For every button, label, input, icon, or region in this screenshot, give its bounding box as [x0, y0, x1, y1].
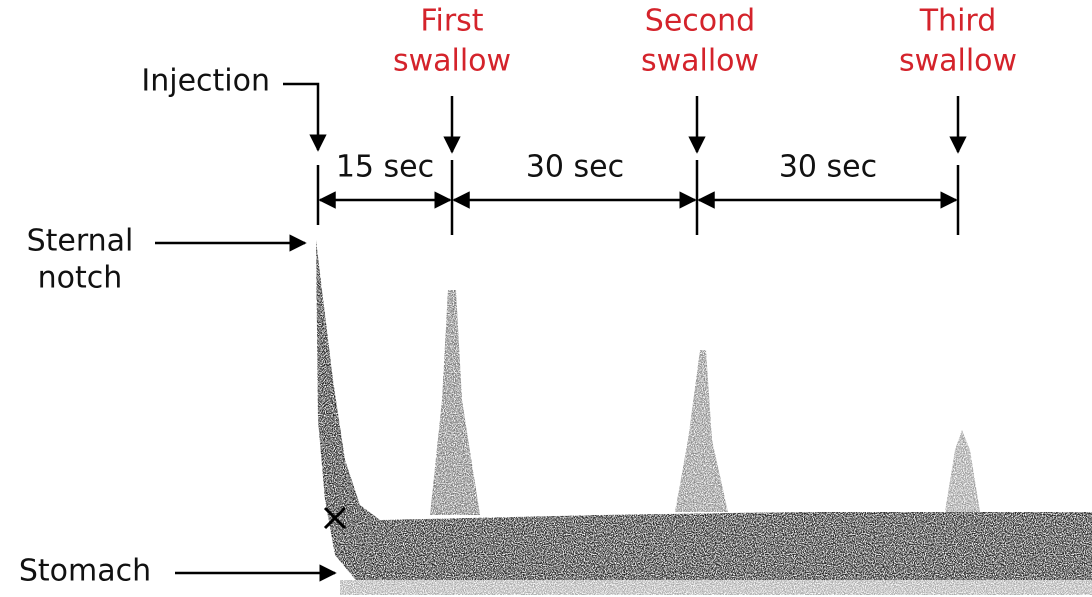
third-swallow-peak — [945, 430, 980, 512]
swallow-label: Second — [645, 4, 755, 39]
stomach-label: Stomach — [19, 554, 151, 589]
activity-band — [316, 240, 1092, 588]
swallow-label: swallow — [899, 44, 1017, 79]
first-swallow-peak — [430, 290, 480, 515]
sternal-notch-label: Sternal — [27, 224, 134, 259]
scatter-floor — [340, 580, 1092, 595]
interval-label: 15 sec — [336, 150, 434, 185]
swallow-label: Third — [919, 4, 997, 39]
second-swallow-peak — [675, 350, 728, 512]
x-mark — [323, 506, 347, 530]
interval-ticks — [316, 160, 960, 235]
injection-label: Injection — [141, 64, 270, 99]
injection-arrow — [283, 82, 327, 152]
swallow-label: swallow — [393, 44, 511, 79]
signal — [316, 240, 1092, 595]
interval-label: 30 sec — [779, 150, 877, 185]
interval-label: 30 sec — [526, 150, 624, 185]
sternal-notch-label: notch — [38, 261, 123, 296]
swallow-label: First — [420, 4, 483, 39]
swallow-label: swallow — [641, 44, 759, 79]
